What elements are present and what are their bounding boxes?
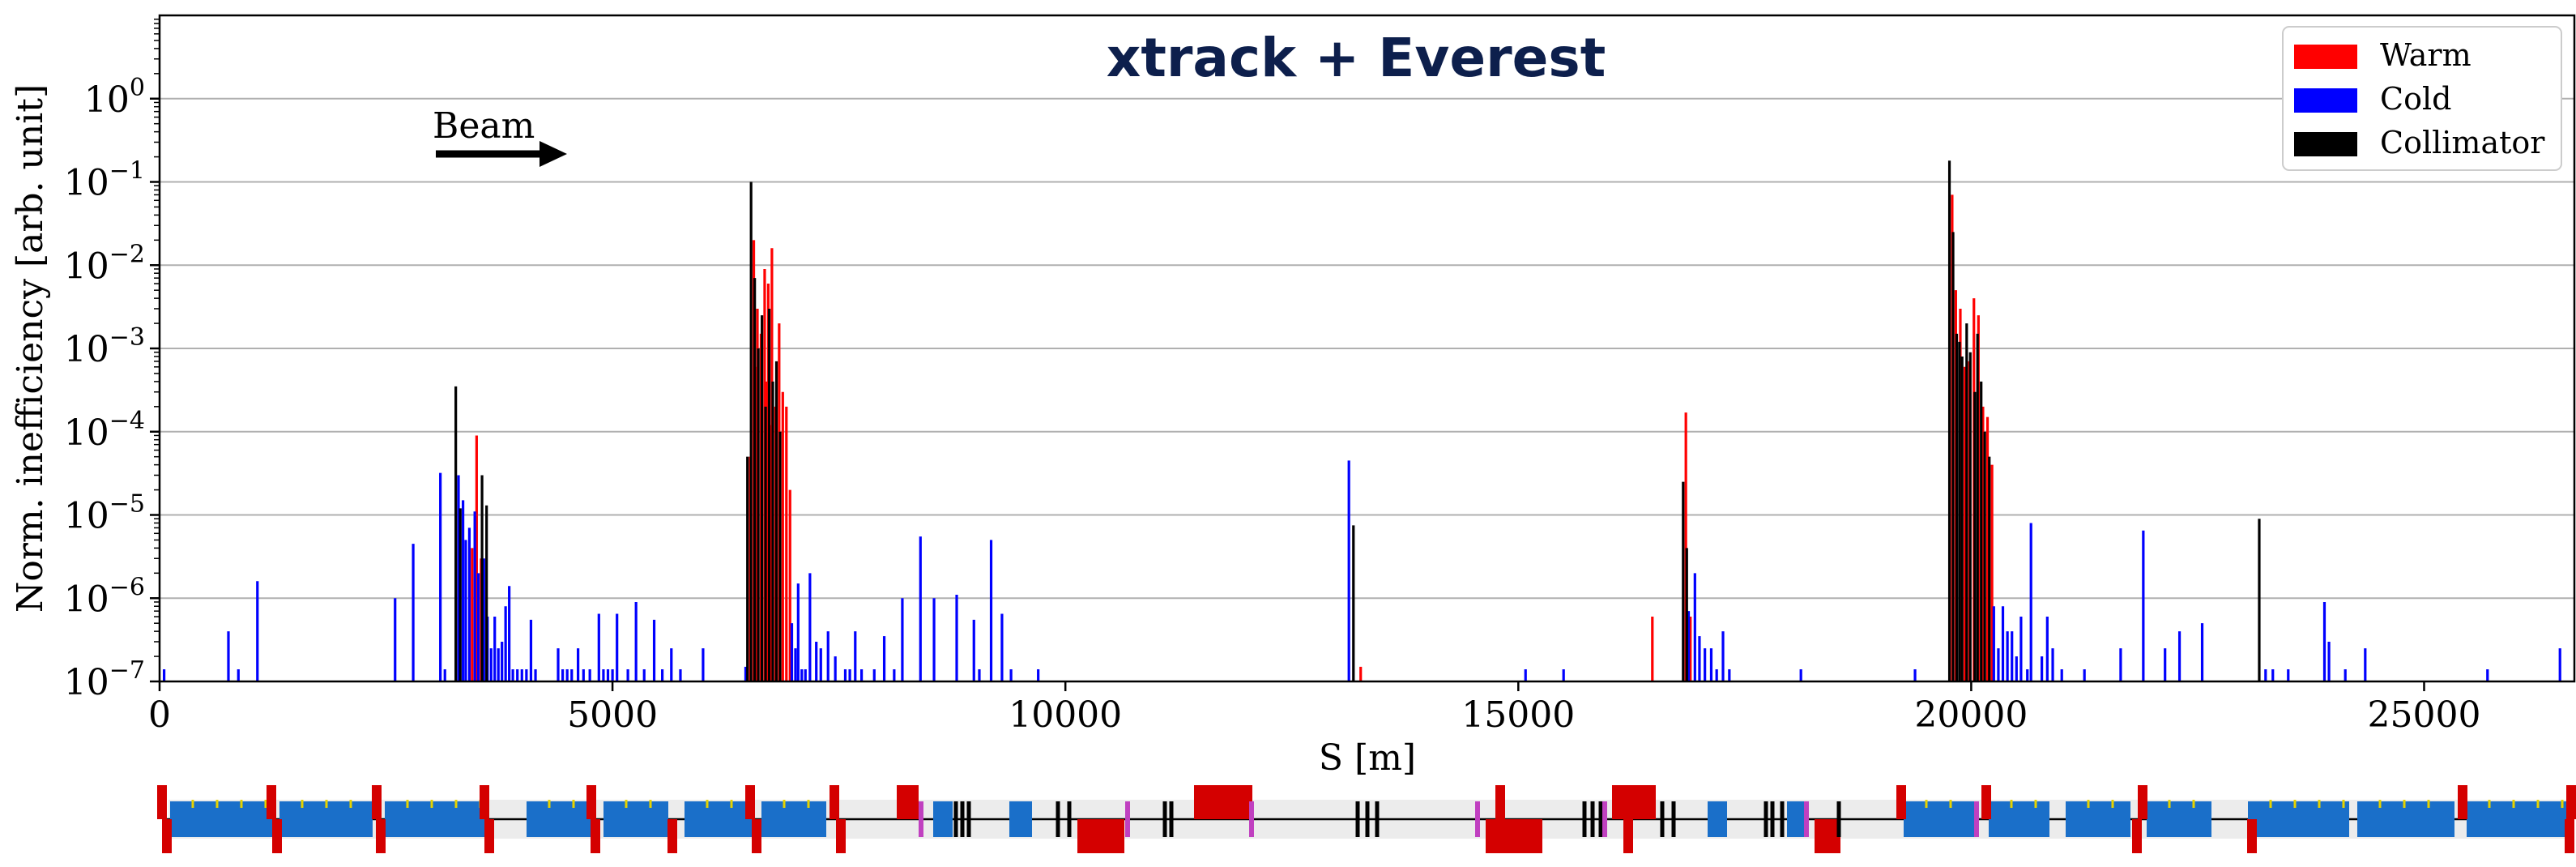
- lattice-dipole: [1708, 801, 1727, 837]
- lattice-quad: [1612, 785, 1656, 819]
- lattice-quad: [586, 785, 596, 819]
- lattice-quad: [480, 785, 489, 819]
- lattice-dipole: [2248, 801, 2349, 837]
- lattice-quad: [2132, 819, 2142, 853]
- x-tick-label: 15000: [1461, 694, 1575, 736]
- lattice-quad: [267, 785, 276, 819]
- lattice-dipole: [2066, 801, 2130, 837]
- lattice-dipole: [527, 801, 591, 837]
- lattice-dipole: [1787, 801, 1806, 837]
- lattice-quad: [1815, 819, 1840, 853]
- lattice-quad: [162, 819, 172, 853]
- y-tick-label: 10−7: [64, 656, 145, 703]
- y-tick-label: 10−5: [64, 490, 145, 537]
- lattice-dipole: [1009, 801, 1032, 837]
- lattice-dipole: [933, 801, 953, 837]
- lattice-dipole: [1989, 801, 2049, 837]
- y-tick-label: 10−2: [64, 240, 145, 287]
- lattice-dipole: [2147, 801, 2211, 837]
- lattice-dipole: [385, 801, 486, 837]
- lattice-quad: [1486, 819, 1542, 853]
- lattice-quad: [376, 819, 386, 853]
- lattice-quad: [157, 785, 167, 819]
- lattice-quad: [836, 819, 846, 853]
- lattice-dipole: [2357, 801, 2454, 837]
- y-tick-label: 10−4: [64, 407, 145, 454]
- lattice-quad: [2566, 785, 2576, 819]
- lattice-quad: [1623, 819, 1633, 853]
- lattice-quad: [2458, 785, 2467, 819]
- bars-layer: [162, 160, 2561, 681]
- lattice-dipole: [603, 801, 668, 837]
- beam-arrow-head: [540, 141, 567, 167]
- x-axis-label: S [m]: [1319, 737, 1416, 779]
- beam-annotation: Beam: [433, 105, 567, 167]
- lattice-dipole: [761, 801, 826, 837]
- lattice-quad: [752, 819, 761, 853]
- lattice-quad: [2138, 785, 2147, 819]
- lattice-quad: [1495, 785, 1505, 819]
- x-tick-label: 0: [148, 694, 171, 736]
- y-axis-label: Norm. inefficiency [arb. unit]: [10, 84, 51, 613]
- beam-label: Beam: [433, 105, 535, 147]
- legend-label-cold: Cold: [2380, 81, 2451, 117]
- lattice-quad: [1196, 785, 1252, 819]
- y-tick-label: 10−3: [64, 323, 145, 370]
- legend: Warm Cold Collimator: [2282, 26, 2562, 171]
- legend-label-collimator: Collimator: [2380, 125, 2545, 160]
- y-tick-label: 10−6: [64, 573, 145, 620]
- lattice-dipole: [685, 801, 753, 837]
- axes-layer: 0 5000 10000 15000 20000 25000 100 10−1 10−2 10−3…: [64, 14, 2576, 736]
- lattice-quad: [899, 785, 919, 819]
- chart-title: xtrack + Everest: [1107, 27, 1606, 89]
- lattice-quad: [1896, 785, 1906, 819]
- lattice-quad: [2247, 819, 2257, 853]
- lattice-schematic: [157, 785, 2576, 853]
- lattice-quad: [591, 819, 600, 853]
- x-tick-label: 20000: [1914, 694, 2028, 736]
- y-tick-label: 100: [84, 74, 145, 121]
- x-tick-label: 5000: [567, 694, 658, 736]
- lattice-dipole: [170, 801, 275, 837]
- legend-swatch-cold: [2294, 88, 2357, 113]
- x-tick-label: 10000: [1009, 694, 1122, 736]
- lattice-quad: [1077, 819, 1124, 853]
- lattice-dipole: [1904, 801, 1977, 837]
- legend-label-warm: Warm: [2380, 37, 2472, 73]
- grid-layer: [160, 97, 2574, 682]
- lattice-quad: [2565, 819, 2574, 853]
- lattice-quad: [1981, 785, 1991, 819]
- lattice-quad: [830, 785, 839, 819]
- lattice-quad: [372, 785, 382, 819]
- y-tick-label: 10−1: [64, 157, 145, 204]
- lattice-quad: [667, 819, 677, 853]
- x-tick-label: 25000: [2367, 694, 2480, 736]
- lattice-quad: [484, 819, 494, 853]
- lattice-quad: [745, 785, 755, 819]
- lattice-dipole: [2467, 801, 2568, 837]
- lattice-quad: [272, 819, 282, 853]
- legend-swatch-collimator: [2294, 132, 2357, 156]
- legend-swatch-warm: [2294, 45, 2357, 69]
